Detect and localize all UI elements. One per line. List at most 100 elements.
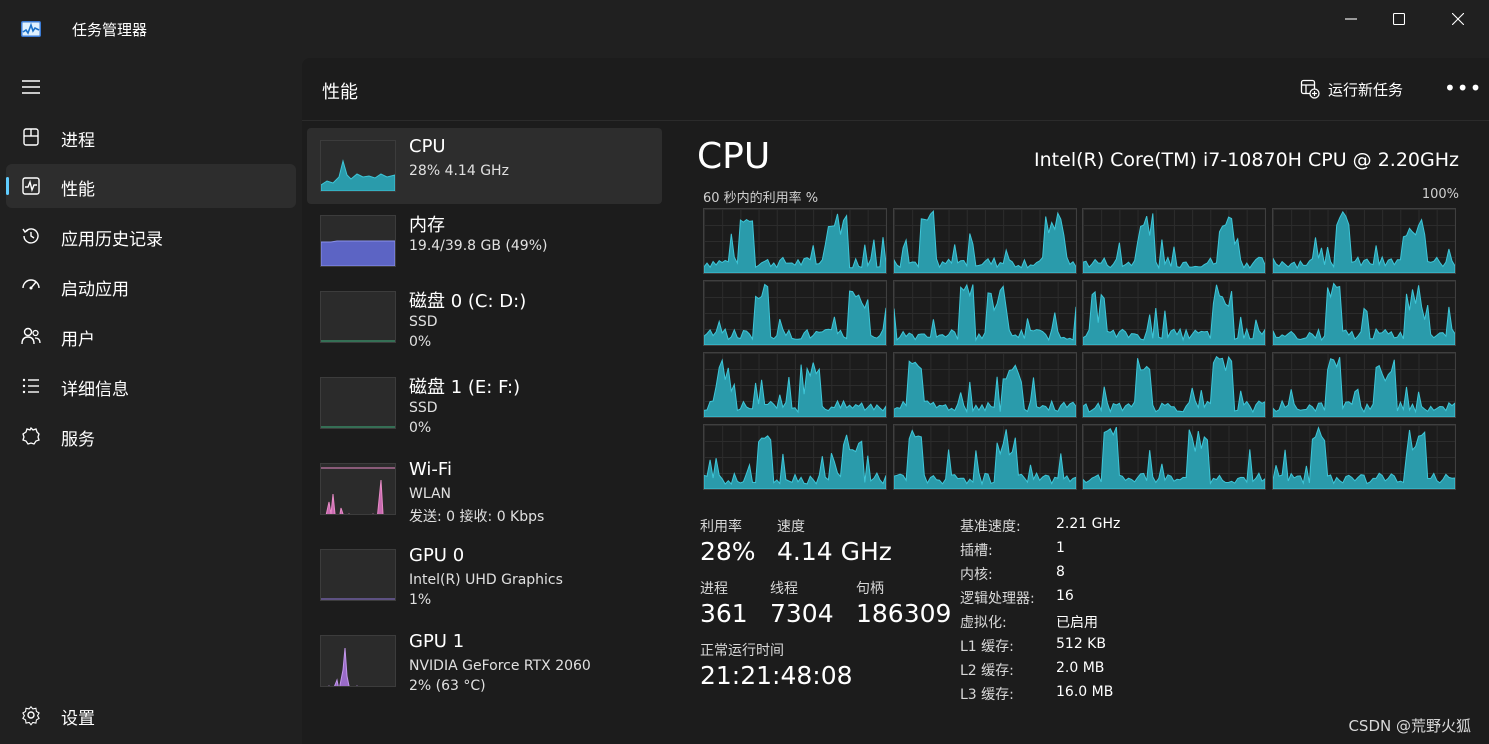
processes-label: 进程 [700, 581, 728, 597]
spec-key: L2 缓存: [960, 663, 1014, 679]
close-button[interactable] [1434, 0, 1482, 38]
gpu-1-thumbnail-graph [320, 635, 396, 687]
perf-item-subtitle: Intel(R) UHD Graphics [409, 572, 563, 588]
logical-processor-graph [892, 208, 1077, 274]
gpu-0-thumbnail-graph [320, 549, 396, 601]
spec-key: L3 缓存: [960, 687, 1014, 703]
spec-value: 512 KB [1056, 636, 1106, 652]
sidebar: 进程 性能 应用历史记录 启动应用 用户 详细信息 服 [0, 58, 302, 744]
processes-icon [20, 126, 42, 148]
run-task-icon [1300, 79, 1320, 99]
sidebar-item-label: 性能 [61, 180, 95, 200]
users-icon [20, 325, 42, 347]
logical-processor-graph [1271, 208, 1456, 274]
close-icon [1452, 13, 1464, 25]
perf-item-subtitle: 28% 4.14 GHz [409, 163, 509, 179]
perf-item-value: 2% (63 °C) [409, 678, 486, 694]
perf-item-gpu-0[interactable]: GPU 0 Intel(R) UHD Graphics 1% [307, 537, 662, 613]
perf-item-cpu[interactable]: CPU 28% 4.14 GHz [307, 128, 662, 204]
performance-icon [20, 175, 42, 197]
perf-item-title: Wi-Fi [409, 459, 452, 480]
logical-processor-graph [1082, 208, 1266, 274]
perf-item-gpu-1[interactable]: GPU 1 NVIDIA GeForce RTX 2060 2% (63 °C) [307, 623, 662, 699]
speed-value: 4.14 GHz [777, 537, 892, 566]
sidebar-item-app-history[interactable]: 应用历史记录 [6, 214, 296, 258]
details-icon [20, 375, 42, 397]
startup-icon [20, 275, 42, 297]
spec-value: 1 [1056, 540, 1065, 556]
sidebar-item-label: 服务 [61, 430, 95, 450]
wifi-thumbnail-graph [320, 463, 396, 515]
window-title: 任务管理器 [72, 21, 148, 39]
sidebar-item-users[interactable]: 用户 [6, 314, 296, 358]
processes-value: 361 [700, 599, 748, 628]
disk-0-thumbnail-graph [320, 291, 396, 343]
main-content: 性能 运行新任务 ••• CPU 28% 4.14 GHz 内存 19.4/3 [302, 58, 1489, 744]
utilization-value: 28% [700, 537, 756, 566]
spec-key: 虚拟化: [960, 615, 1007, 631]
handles-value: 186309 [856, 599, 952, 628]
perf-item-value: 1% [409, 592, 432, 608]
sidebar-item-processes[interactable]: 进程 [6, 115, 296, 159]
logical-processor-graph [892, 280, 1077, 346]
maximize-button[interactable] [1375, 0, 1423, 38]
perf-item-disk-0[interactable]: 磁盘 0 (C: D:) SSD 0% [307, 279, 662, 355]
minimize-button[interactable] [1327, 0, 1375, 38]
perf-item-wifi[interactable]: Wi-Fi WLAN 发送: 0 接收: 0 Kbps [307, 451, 662, 527]
memory-thumbnail-graph [320, 215, 396, 267]
logical-processor-graph [892, 424, 1077, 490]
perf-item-title: CPU [409, 136, 446, 157]
logical-processor-graph [703, 424, 887, 490]
services-icon [20, 425, 42, 447]
spec-value: 8 [1056, 564, 1065, 580]
perf-item-title: 内存 [409, 215, 445, 236]
perf-item-title: 磁盘 0 (C: D:) [409, 291, 527, 312]
perf-item-subtitle: WLAN [409, 486, 452, 502]
sidebar-item-services[interactable]: 服务 [6, 414, 296, 458]
logical-processor-graph [1082, 352, 1266, 418]
spec-key: 基准速度: [960, 519, 1021, 535]
spec-key: 插槽: [960, 543, 993, 559]
logical-processor-graph [703, 352, 887, 418]
graph-label: 60 秒内的利用率 % [703, 191, 819, 206]
settings-label: 设置 [61, 709, 95, 729]
logical-processor-graph [1271, 280, 1456, 346]
sidebar-item-settings[interactable]: 设置 [6, 693, 296, 737]
threads-value: 7304 [770, 599, 834, 628]
hamburger-icon [22, 80, 40, 94]
sidebar-item-startup-apps[interactable]: 启动应用 [6, 264, 296, 308]
logical-processor-graph [1082, 424, 1266, 490]
speed-label: 速度 [777, 519, 805, 535]
logical-processor-graph [1271, 424, 1456, 490]
perf-item-value: 0% [409, 334, 432, 350]
perf-item-value: 0% [409, 420, 432, 436]
perf-item-disk-1[interactable]: 磁盘 1 (E: F:) SSD 0% [307, 365, 662, 441]
sidebar-item-performance[interactable]: 性能 [6, 164, 296, 208]
sidebar-item-label: 用户 [61, 330, 95, 350]
sidebar-item-label: 详细信息 [61, 380, 129, 400]
history-icon [20, 225, 42, 247]
run-new-task-label: 运行新任务 [1328, 80, 1404, 99]
logical-processor-graph [1271, 352, 1456, 418]
spec-value: 已启用 [1056, 615, 1098, 631]
logical-processor-graph [1082, 280, 1266, 346]
perf-item-memory[interactable]: 内存 19.4/39.8 GB (49%) [307, 203, 662, 279]
graph-max-label: 100% [1421, 187, 1459, 202]
perf-item-subtitle: SSD [409, 400, 438, 416]
hamburger-menu-button[interactable] [20, 78, 42, 96]
more-options-button[interactable]: ••• [1444, 76, 1483, 100]
spec-key: 内核: [960, 567, 993, 583]
spec-key: 逻辑处理器: [960, 591, 1035, 607]
perf-item-value: 发送: 0 接收: 0 Kbps [409, 509, 545, 525]
perf-item-subtitle: SSD [409, 314, 438, 330]
sidebar-item-label: 应用历史记录 [61, 230, 163, 250]
spec-value: 16.0 MB [1056, 684, 1114, 700]
logical-processor-graph [703, 280, 887, 346]
sidebar-item-label: 启动应用 [61, 280, 129, 300]
perf-item-subtitle: NVIDIA GeForce RTX 2060 [409, 658, 591, 674]
sidebar-item-details[interactable]: 详细信息 [6, 364, 296, 408]
selection-indicator [6, 177, 9, 195]
run-new-task-button[interactable]: 运行新任务 [1300, 74, 1403, 104]
page-title: 性能 [322, 82, 358, 103]
utilization-label: 利用率 [700, 519, 742, 535]
